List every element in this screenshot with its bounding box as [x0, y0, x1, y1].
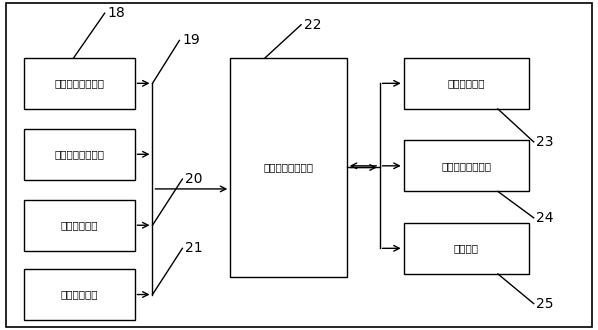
Text: 气体浓度检测模块: 气体浓度检测模块 [54, 149, 104, 159]
Bar [230, 58, 347, 277]
Bar [24, 58, 135, 109]
Text: 液位检测模块: 液位检测模块 [60, 220, 98, 230]
Text: 22: 22 [304, 18, 322, 32]
Text: 气体成分检测模块: 气体成分检测模块 [54, 78, 104, 88]
Bar [24, 129, 135, 180]
Text: 24: 24 [536, 211, 553, 225]
Text: 19: 19 [182, 33, 200, 48]
Bar [404, 223, 529, 274]
Text: 无线信号收发模块: 无线信号收发模块 [441, 161, 492, 171]
Text: 21: 21 [185, 241, 203, 255]
Bar [24, 269, 135, 320]
Text: 18: 18 [108, 6, 126, 20]
Text: 中央处理控制模块: 中央处理控制模块 [264, 162, 313, 173]
Bar [24, 200, 135, 251]
Bar [404, 58, 529, 109]
Text: 温度检测模块: 温度检测模块 [60, 289, 98, 300]
Text: 系统控制器件: 系统控制器件 [448, 78, 485, 88]
Text: 20: 20 [185, 172, 203, 186]
Bar [404, 140, 529, 191]
Text: 报警模块: 报警模块 [454, 243, 479, 253]
Text: 23: 23 [536, 135, 553, 149]
Text: 25: 25 [536, 297, 553, 311]
